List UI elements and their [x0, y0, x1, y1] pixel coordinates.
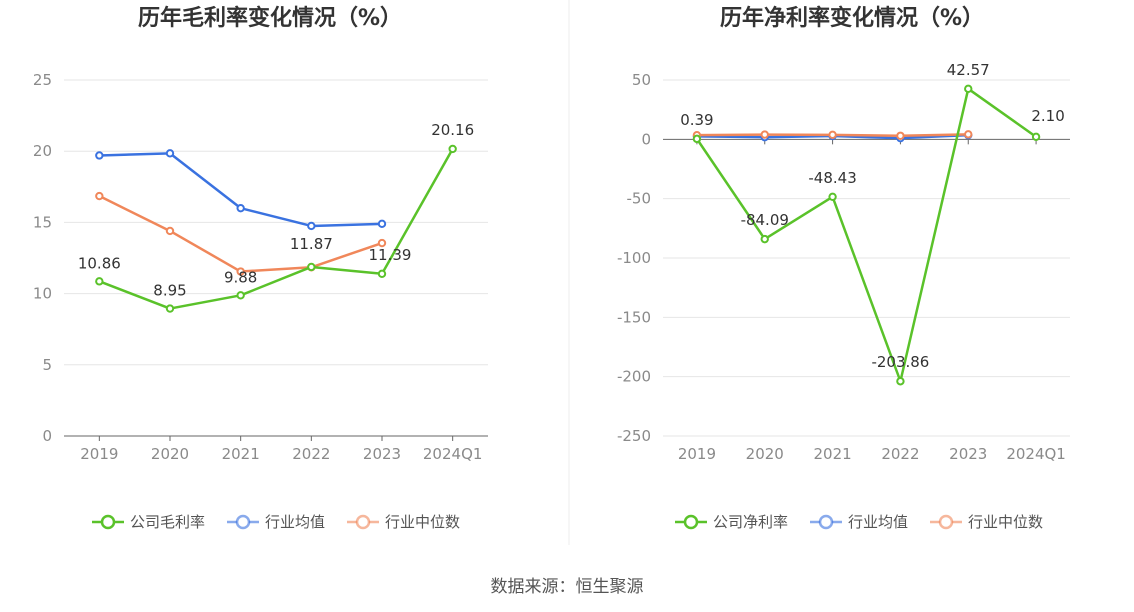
- chart-title: 历年净利率变化情况（%）: [720, 5, 984, 31]
- company-net-margin-point: [692, 134, 702, 144]
- y-tick-label: 0: [42, 427, 52, 445]
- company-net-margin-point: [760, 234, 769, 244]
- industry-average-point: [307, 221, 316, 231]
- industry-median-point: [964, 130, 973, 139]
- legend-label: 公司净利率: [713, 513, 788, 531]
- industry-median-point: [828, 130, 837, 140]
- x-tick-label: 2020: [746, 445, 784, 463]
- legend-swatch-marker: [355, 514, 371, 530]
- x-tick-label: 2024Q1: [1006, 445, 1066, 463]
- y-tick-label: 25: [33, 71, 52, 89]
- x-tick-label: 2021: [222, 445, 260, 463]
- industry-median-point: [377, 238, 387, 248]
- company-gross-margin-point: [307, 262, 316, 272]
- data-label: 2.10: [1031, 107, 1064, 125]
- industry-average-point: [165, 149, 175, 158]
- legend-swatch-marker: [818, 514, 834, 530]
- company-net-margin-point: [1031, 132, 1041, 142]
- company-net-margin-point: [896, 377, 905, 386]
- industry-median-point: [896, 131, 905, 140]
- y-tick-label: 50: [632, 71, 651, 89]
- x-tick-label: 2023: [949, 445, 987, 463]
- industry-average-point: [95, 151, 104, 160]
- y-tick-label: 15: [33, 213, 52, 231]
- x-tick-label: 2023: [363, 445, 401, 463]
- industry-average-point: [236, 203, 245, 213]
- legend-label: 行业均值: [848, 513, 908, 531]
- legend-swatch-marker: [235, 514, 251, 530]
- legend-label: 公司毛利率: [130, 513, 205, 531]
- company-gross-margin-point: [236, 291, 245, 300]
- data-label: 0.39: [680, 111, 713, 129]
- data-source: 数据来源：恒生聚源: [491, 577, 644, 597]
- legend-label: 行业中位数: [968, 513, 1043, 531]
- data-label: 11.39: [369, 246, 412, 264]
- data-label: -48.43: [808, 169, 856, 187]
- company-net-margin-point: [964, 84, 973, 94]
- y-tick-label: 5: [42, 356, 52, 374]
- company-gross-margin-point: [95, 277, 104, 286]
- legend-item-industry-median: 行业中位数: [930, 513, 1043, 531]
- x-tick-label: 2024Q1: [423, 445, 483, 463]
- y-tick-label: -100: [617, 249, 651, 267]
- legend-swatch-marker: [683, 514, 699, 530]
- y-tick-label: -50: [627, 190, 652, 208]
- x-tick-label: 2019: [80, 445, 118, 463]
- legend-swatch-marker: [100, 514, 116, 530]
- company-gross-margin-line: [98, 148, 454, 310]
- industry-median-point: [95, 191, 104, 201]
- legend-item-company-net-margin: 公司净利率: [675, 513, 788, 531]
- chart-title: 历年毛利率变化情况（%）: [138, 5, 402, 31]
- company-net-margin-line: [695, 87, 1037, 383]
- y-tick-label: 20: [33, 142, 52, 160]
- data-label: 20.16: [431, 121, 474, 139]
- industry-median-point: [236, 267, 245, 276]
- industry-median-point: [760, 130, 769, 139]
- data-label: 11.87: [290, 235, 333, 253]
- x-tick-label: 2022: [881, 445, 919, 463]
- x-tick-label: 2022: [292, 445, 330, 463]
- data-label: -84.09: [741, 211, 789, 229]
- legend-label: 行业均值: [265, 513, 325, 531]
- industry-median-point: [165, 226, 175, 236]
- net-margin-chart: 历年净利率变化情况（%） -250 -200 -150 -100 -50 0 50 2019 20…: [617, 5, 1070, 531]
- legend-swatch-marker: [938, 514, 954, 530]
- x-tick-label: 2021: [813, 445, 851, 463]
- company-gross-margin-point: [377, 269, 387, 279]
- company-gross-margin-point: [448, 144, 457, 154]
- y-tick-label: -200: [617, 368, 651, 386]
- y-tick-label: 0: [641, 130, 651, 148]
- legend-item-industry-average: 行业均值: [810, 513, 908, 531]
- data-label: 42.57: [947, 61, 990, 79]
- legend-item-company-gross-margin: 公司毛利率: [92, 513, 205, 531]
- legend-item-industry-average: 行业均值: [227, 513, 325, 531]
- y-tick-label: 10: [33, 285, 52, 303]
- company-net-margin-point: [828, 192, 837, 202]
- x-tick-label: 2020: [151, 445, 189, 463]
- gross-margin-chart: 历年毛利率变化情况（%） 0 5 10 15 20 25 2019 2020 2021 2022 20…: [33, 5, 488, 531]
- y-tick-label: -250: [617, 427, 651, 445]
- data-label: 9.88: [224, 268, 257, 286]
- industry-average-point: [377, 219, 387, 229]
- data-label: -203.86: [871, 353, 929, 371]
- data-label: 8.95: [153, 282, 186, 300]
- company-gross-margin-point: [165, 304, 175, 313]
- legend-item-industry-median: 行业中位数: [347, 513, 460, 531]
- y-tick-label: -150: [617, 308, 651, 326]
- legend-label: 行业中位数: [385, 513, 460, 531]
- industry-average-line: [99, 152, 383, 228]
- data-label: 10.86: [78, 254, 121, 272]
- x-tick-label: 2019: [678, 445, 716, 463]
